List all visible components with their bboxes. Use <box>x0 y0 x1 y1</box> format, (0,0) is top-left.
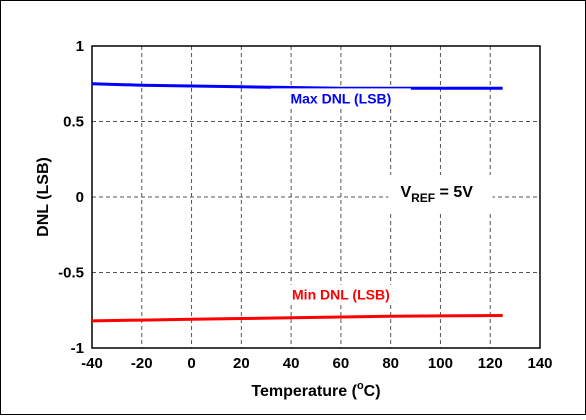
series-line <box>91 82 503 90</box>
y-tick-label: -0.5 <box>58 265 84 282</box>
y-tick-label: -1 <box>71 340 84 357</box>
x-tick-label: -20 <box>131 355 153 372</box>
plot-area-border <box>91 45 541 349</box>
x-tick-label: 140 <box>527 355 552 372</box>
y-tick-labels: -1 -0.5 0 0.5 1 <box>58 38 84 357</box>
x-axis-label: Temperature (oC) <box>251 380 380 400</box>
x-tick-label: 80 <box>382 355 399 372</box>
series-line <box>91 314 503 323</box>
annotation-background <box>270 88 411 109</box>
y-tick-label: 0 <box>76 189 84 206</box>
series-annotation: Max DNL (LSB) <box>290 90 391 106</box>
x-tick-label: 120 <box>478 355 503 372</box>
annotation-background <box>388 175 493 211</box>
x-tick-label: 20 <box>233 355 250 372</box>
y-axis-label: DNL (LSB) <box>35 157 52 237</box>
vref-annotation: VREF = 5V <box>400 184 473 205</box>
series-lines <box>91 82 503 323</box>
x-tick-label: -40 <box>81 355 103 372</box>
series-annotation: Min DNL (LSB) <box>292 287 390 303</box>
y-tick-label: 1 <box>76 38 84 55</box>
annotations: Max DNL (LSB) Min DNL (LSB) VREF = 5V <box>270 88 493 305</box>
x-tick-labels: -40 -20 0 20 40 60 80 100 120 140 <box>81 355 552 372</box>
x-tick-label: 0 <box>187 355 195 372</box>
x-tick-label: 60 <box>333 355 350 372</box>
x-tick-label: 40 <box>283 355 300 372</box>
y-tick-label: 0.5 <box>63 114 84 131</box>
x-tick-label: 100 <box>428 355 453 372</box>
annotation-background <box>270 284 411 305</box>
